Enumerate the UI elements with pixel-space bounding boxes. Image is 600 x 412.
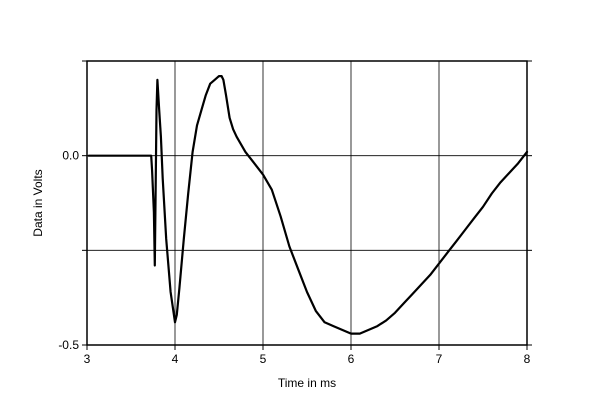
- x-tick-label: 8: [524, 352, 531, 366]
- tick-labels: 3 4 5 6 7 8 -0.5 0.0: [58, 149, 530, 366]
- x-tick-label: 4: [172, 352, 179, 366]
- y-tick-label: -0.5: [58, 338, 79, 352]
- x-tick-label: 5: [260, 352, 267, 366]
- x-tick-label: 3: [84, 352, 91, 366]
- series-line: [87, 75, 529, 335]
- x-tick-label: 7: [436, 352, 443, 366]
- y-axis-title: Data in Volts: [31, 169, 45, 236]
- series-group: [87, 75, 529, 335]
- plot-area-frame: [86, 60, 528, 346]
- axis-ticks: [82, 60, 532, 350]
- x-axis-title: Time in ms: [278, 376, 336, 390]
- x-tick-label: 6: [348, 352, 355, 366]
- y-tick-label: 0.0: [62, 149, 79, 163]
- grid: [87, 61, 527, 345]
